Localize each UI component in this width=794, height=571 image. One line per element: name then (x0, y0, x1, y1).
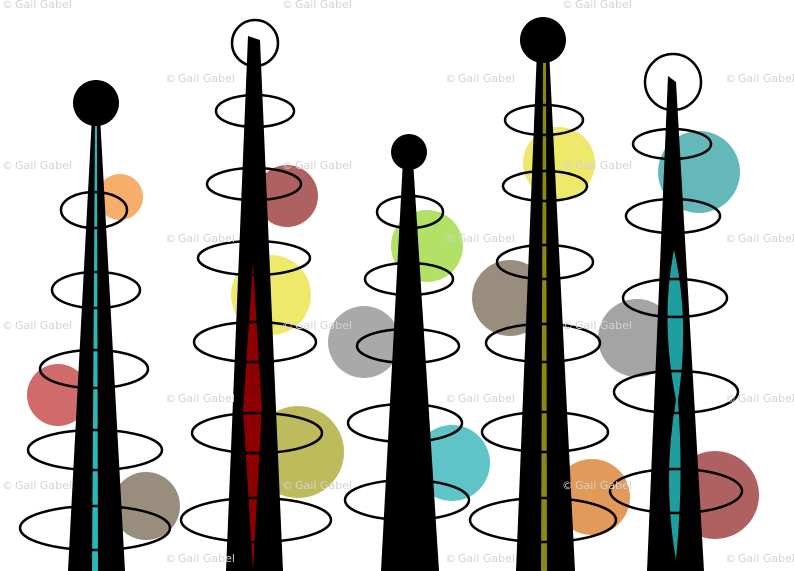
ring (18, 504, 172, 552)
ring (214, 93, 296, 129)
watermark: © Gail Gabel (445, 552, 515, 565)
watermark: © Gail Gabel (165, 552, 235, 565)
watermark: © Gail Gabel (562, 0, 632, 11)
copyright-icon: © (725, 392, 736, 405)
ring (503, 103, 585, 137)
copyright-icon: © (725, 72, 736, 85)
watermark: © Gail Gabel (725, 392, 794, 405)
watermark: © Gail Gabel (2, 159, 72, 172)
dot-orange (97, 174, 143, 220)
copyright-icon: © (445, 232, 456, 245)
ring (375, 194, 445, 230)
dot-grey (328, 306, 400, 378)
red-diamond (243, 262, 262, 571)
copyright-icon: © (725, 552, 736, 565)
copyright-icon: © (562, 159, 573, 172)
ring (631, 127, 713, 161)
watermark: © Gail Gabel (282, 479, 352, 492)
watermark: © Gail Gabel (165, 72, 235, 85)
copyright-icon: © (282, 319, 293, 332)
copyright-icon: © (282, 479, 293, 492)
copyright-icon: © (725, 232, 736, 245)
copyright-icon: © (282, 159, 293, 172)
watermark: © Gail Gabel (165, 232, 235, 245)
watermark: © Gail Gabel (725, 552, 794, 565)
copyright-icon: © (282, 0, 293, 11)
ring (343, 478, 471, 522)
watermark: © Gail Gabel (562, 159, 632, 172)
watermark: © Gail Gabel (445, 392, 515, 405)
copyright-icon: © (165, 232, 176, 245)
ring (480, 410, 610, 454)
ring (608, 467, 744, 515)
copyright-icon: © (445, 552, 456, 565)
ring (26, 428, 164, 472)
teal-stripe (92, 118, 98, 571)
copyright-icon: © (445, 72, 456, 85)
copyright-icon: © (165, 552, 176, 565)
copyright-icon: © (165, 392, 176, 405)
ring (196, 239, 312, 277)
ring (468, 496, 618, 544)
ring (355, 327, 461, 365)
watermark: © Gail Gabel (562, 479, 632, 492)
tower-ball (520, 17, 566, 63)
copyright-icon: © (165, 72, 176, 85)
dot-red (27, 364, 89, 426)
ring (59, 190, 129, 230)
ring (501, 169, 589, 203)
ring (192, 320, 318, 364)
tower-5 (608, 52, 744, 571)
dot-taupe (112, 472, 180, 540)
ring (624, 197, 722, 235)
watermark: © Gail Gabel (725, 72, 794, 85)
ring (346, 402, 464, 444)
ring (495, 243, 595, 281)
watermark: © Gail Gabel (282, 159, 352, 172)
ring (621, 277, 729, 319)
ring (50, 270, 142, 310)
watermark: © Gail Gabel (2, 0, 72, 11)
tower-4 (468, 17, 618, 571)
tower-1 (18, 80, 172, 571)
tower-ball (391, 134, 427, 170)
copyright-icon: © (2, 159, 13, 172)
copyright-icon: © (2, 0, 13, 11)
copyright-icon: © (562, 479, 573, 492)
tower-2 (179, 18, 333, 571)
olive-stripe (541, 60, 547, 571)
copyright-icon: © (562, 319, 573, 332)
teal-wave (667, 250, 684, 560)
copyright-icon: © (445, 392, 456, 405)
watermark: © Gail Gabel (2, 319, 72, 332)
ring (205, 166, 303, 202)
copyright-icon: © (2, 319, 13, 332)
ring (38, 348, 150, 390)
ring (363, 261, 455, 297)
ring (179, 496, 333, 544)
watermark: © Gail Gabel (2, 479, 72, 492)
watermark: © Gail Gabel (445, 232, 515, 245)
watermark: © Gail Gabel (445, 72, 515, 85)
tower-ball (73, 80, 119, 126)
watermark: © Gail Gabel (282, 319, 352, 332)
tower-spire (381, 160, 439, 571)
tower-3 (343, 134, 471, 571)
watermark: © Gail Gabel (282, 0, 352, 11)
dot-tan (554, 459, 630, 535)
ring (484, 322, 602, 364)
ring (612, 369, 740, 415)
watermark: © Gail Gabel (562, 319, 632, 332)
ring (190, 411, 324, 455)
watermark: © Gail Gabel (725, 232, 794, 245)
watermark: © Gail Gabel (165, 392, 235, 405)
copyright-icon: © (2, 479, 13, 492)
copyright-icon: © (562, 0, 573, 11)
